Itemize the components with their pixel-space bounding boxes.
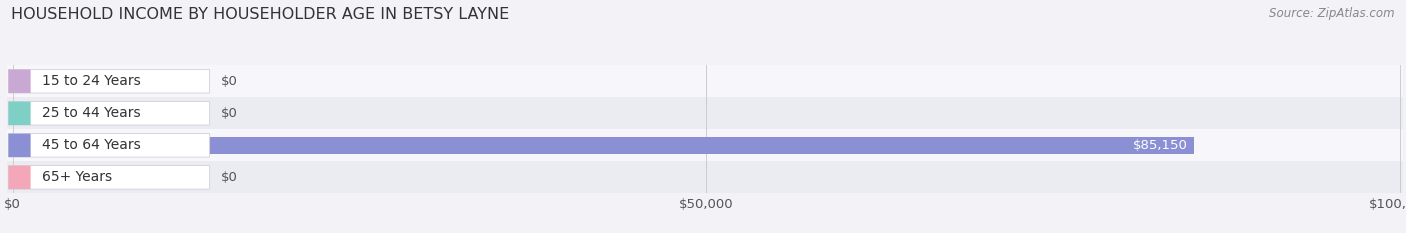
Bar: [7, 129, 1403, 161]
FancyBboxPatch shape: [8, 69, 209, 93]
Text: 15 to 24 Years: 15 to 24 Years: [42, 74, 141, 88]
Bar: [7, 97, 1403, 129]
Bar: [13, 73, 89, 90]
FancyBboxPatch shape: [8, 102, 31, 125]
FancyBboxPatch shape: [8, 102, 209, 125]
FancyBboxPatch shape: [8, 166, 31, 189]
FancyBboxPatch shape: [8, 134, 31, 157]
Text: HOUSEHOLD INCOME BY HOUSEHOLDER AGE IN BETSY LAYNE: HOUSEHOLD INCOME BY HOUSEHOLDER AGE IN B…: [11, 7, 509, 22]
Bar: [7, 161, 1403, 193]
Text: $0: $0: [221, 75, 238, 88]
Text: 25 to 44 Years: 25 to 44 Years: [42, 106, 141, 120]
Text: $85,150: $85,150: [1132, 139, 1188, 152]
Bar: [13, 169, 89, 186]
FancyBboxPatch shape: [8, 70, 31, 93]
Text: 65+ Years: 65+ Years: [42, 170, 112, 184]
Text: Source: ZipAtlas.com: Source: ZipAtlas.com: [1270, 7, 1395, 20]
Text: $0: $0: [221, 171, 238, 184]
Text: 45 to 64 Years: 45 to 64 Years: [42, 138, 141, 152]
Bar: [7, 65, 1403, 97]
FancyBboxPatch shape: [8, 166, 209, 189]
Bar: [13, 137, 1194, 154]
FancyBboxPatch shape: [8, 134, 209, 157]
Bar: [13, 105, 89, 122]
Text: $0: $0: [221, 107, 238, 120]
